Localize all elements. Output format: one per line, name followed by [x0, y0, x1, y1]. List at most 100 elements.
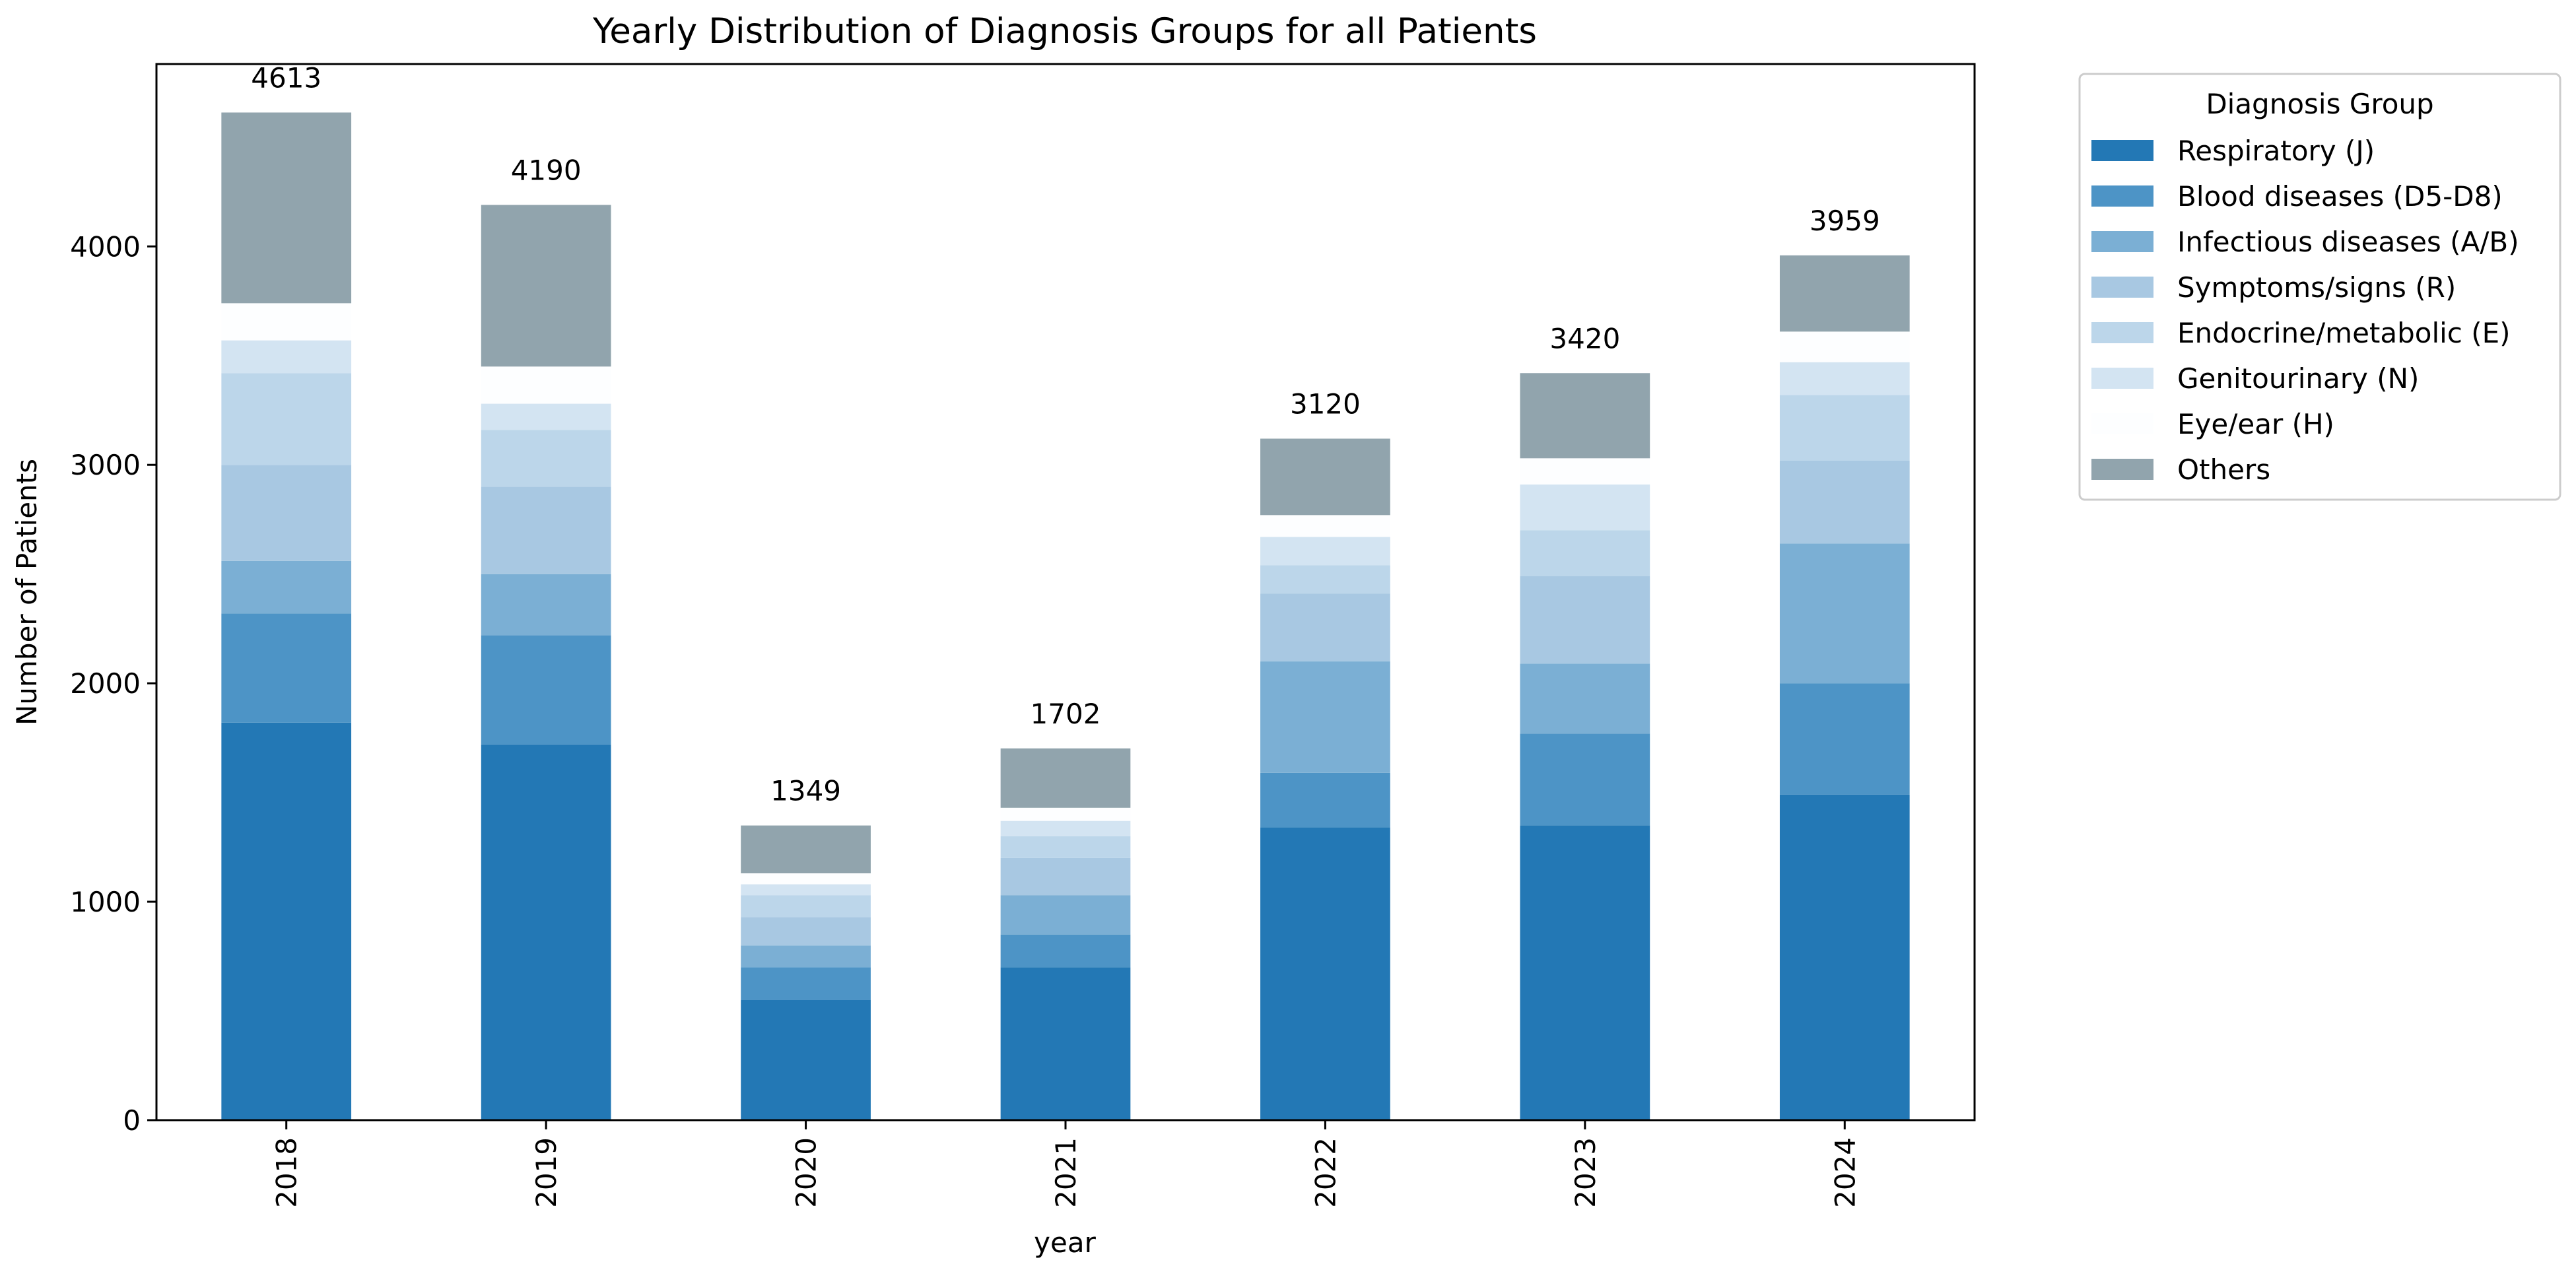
bar-2021-series-6 [1000, 807, 1131, 821]
bar-2022-series-3 [1260, 593, 1390, 662]
bar-2024-series-5 [1779, 362, 1910, 395]
legend-items: Respiratory (J) Blood diseases (D5-D8) Inf… [2091, 135, 2519, 486]
bar-2019-series-4 [481, 430, 611, 487]
y-tick-label: 1000 [70, 886, 141, 918]
bar-2022-series-1 [1260, 772, 1390, 828]
bar-2020-series-5 [741, 884, 871, 896]
legend: Diagnosis Group Respiratory (J) Blood dis… [2078, 73, 2561, 501]
bar-2019-series-1 [481, 635, 611, 745]
bar-2018-series-7 [221, 112, 352, 304]
bar-2018-series-5 [221, 340, 352, 374]
bar-2021-series-1 [1000, 934, 1131, 968]
bar-2021-series-4 [1000, 836, 1131, 858]
bar-2020-series-6 [741, 873, 871, 885]
total-label-2023: 3420 [1549, 322, 1620, 354]
legend-label-2: Infectious diseases (A/B) [2177, 226, 2519, 258]
bars-layer [221, 112, 1910, 1120]
y-axis-label: Number of Patients [11, 459, 43, 725]
bar-2019-series-2 [481, 574, 611, 636]
bar-2019-series-3 [481, 486, 611, 574]
bar-2020-series-1 [741, 967, 871, 1000]
bar-2022-series-0 [1260, 827, 1390, 1120]
bar-2024-series-0 [1779, 794, 1910, 1120]
legend-swatch-7 [2091, 459, 2153, 480]
legend-swatch-5 [2091, 368, 2153, 389]
total-label-2024: 3959 [1810, 205, 1880, 237]
x-tick-label-2023: 2023 [1569, 1137, 1602, 1208]
bar-2022-series-6 [1260, 515, 1390, 537]
x-tick-label-2020: 2020 [790, 1137, 823, 1208]
bar-2020-series-0 [741, 999, 871, 1120]
bar-2018-series-4 [221, 373, 352, 465]
bar-2018-series-0 [221, 722, 352, 1120]
chart-title: Yearly Distribution of Diagnosis Groups … [592, 11, 1537, 51]
total-labels-layer: 4613 4190 1349 1702 3120 3420 3959 [251, 61, 1880, 807]
total-label-2021: 1702 [1031, 698, 1101, 730]
bar-2023-series-2 [1520, 663, 1650, 734]
bar-2019-series-6 [481, 366, 611, 404]
x-axis-label: year [1034, 1226, 1096, 1259]
legend-swatch-4 [2091, 322, 2153, 343]
legend-title: Diagnosis Group [2206, 88, 2433, 120]
bar-2023-series-7 [1520, 373, 1650, 459]
legend-label-0: Respiratory (J) [2177, 135, 2375, 167]
bar-2021-series-7 [1000, 748, 1131, 808]
total-label-2019: 4190 [511, 154, 582, 186]
bar-2023-series-3 [1520, 576, 1650, 664]
bar-2022-series-4 [1260, 565, 1390, 594]
x-tick-label-2019: 2019 [530, 1137, 562, 1208]
legend-label-4: Endocrine/metabolic (E) [2177, 317, 2511, 349]
bar-2018-series-1 [221, 613, 352, 723]
y-axis: 0 1000 2000 3000 4000 [70, 230, 156, 1137]
y-tick-label: 2000 [70, 667, 141, 700]
bar-2020-series-7 [741, 825, 871, 874]
bar-2018-series-6 [221, 303, 352, 341]
y-tick-label: 3000 [70, 449, 141, 481]
x-tick-label-2024: 2024 [1829, 1137, 1861, 1208]
y-tick-label: 4000 [70, 230, 141, 263]
bar-2021-series-0 [1000, 967, 1131, 1120]
bar-2018-series-2 [221, 560, 352, 614]
total-label-2020: 1349 [770, 775, 841, 807]
bar-2022-series-2 [1260, 661, 1390, 773]
bar-2022-series-7 [1260, 438, 1390, 516]
bar-2023-series-0 [1520, 825, 1650, 1120]
x-tick-label-2022: 2022 [1309, 1137, 1341, 1208]
legend-label-6: Eye/ear (H) [2177, 408, 2334, 440]
legend-label-5: Genitourinary (N) [2177, 362, 2419, 395]
legend-swatch-3 [2091, 277, 2153, 298]
bar-2024-series-7 [1779, 255, 1910, 332]
x-tick-label-2018: 2018 [271, 1137, 303, 1208]
x-axis: 2018 2019 2020 2021 2022 2023 2024 [271, 1120, 1861, 1208]
bar-2019-series-5 [481, 403, 611, 430]
legend-frame [2078, 73, 2561, 501]
total-label-2018: 4613 [251, 61, 322, 94]
legend-label-7: Others [2177, 453, 2270, 486]
bar-2019-series-7 [481, 205, 611, 367]
x-tick-label-2021: 2021 [1050, 1137, 1082, 1208]
bar-2023-series-1 [1520, 733, 1650, 826]
legend-swatch-6 [2091, 413, 2153, 434]
bar-2023-series-6 [1520, 458, 1650, 485]
legend-swatch-0 [2091, 140, 2153, 161]
bar-2018-series-3 [221, 465, 352, 561]
bar-2020-series-2 [741, 945, 871, 968]
bar-2024-series-1 [1779, 683, 1910, 795]
bar-2024-series-2 [1779, 543, 1910, 684]
bar-2021-series-2 [1000, 895, 1131, 935]
bar-2024-series-4 [1779, 395, 1910, 461]
total-label-2022: 3120 [1290, 388, 1361, 420]
bar-2022-series-5 [1260, 537, 1390, 566]
bar-2023-series-4 [1520, 530, 1650, 577]
legend-swatch-1 [2091, 185, 2153, 207]
y-tick-label: 0 [123, 1104, 141, 1137]
bar-2020-series-4 [741, 895, 871, 918]
bar-2021-series-3 [1000, 857, 1131, 896]
bar-2023-series-5 [1520, 485, 1650, 531]
bar-2020-series-3 [741, 917, 871, 946]
bar-2024-series-6 [1779, 331, 1910, 362]
bar-2019-series-0 [481, 744, 611, 1120]
bar-2021-series-5 [1000, 820, 1131, 836]
legend-swatch-2 [2091, 231, 2153, 252]
